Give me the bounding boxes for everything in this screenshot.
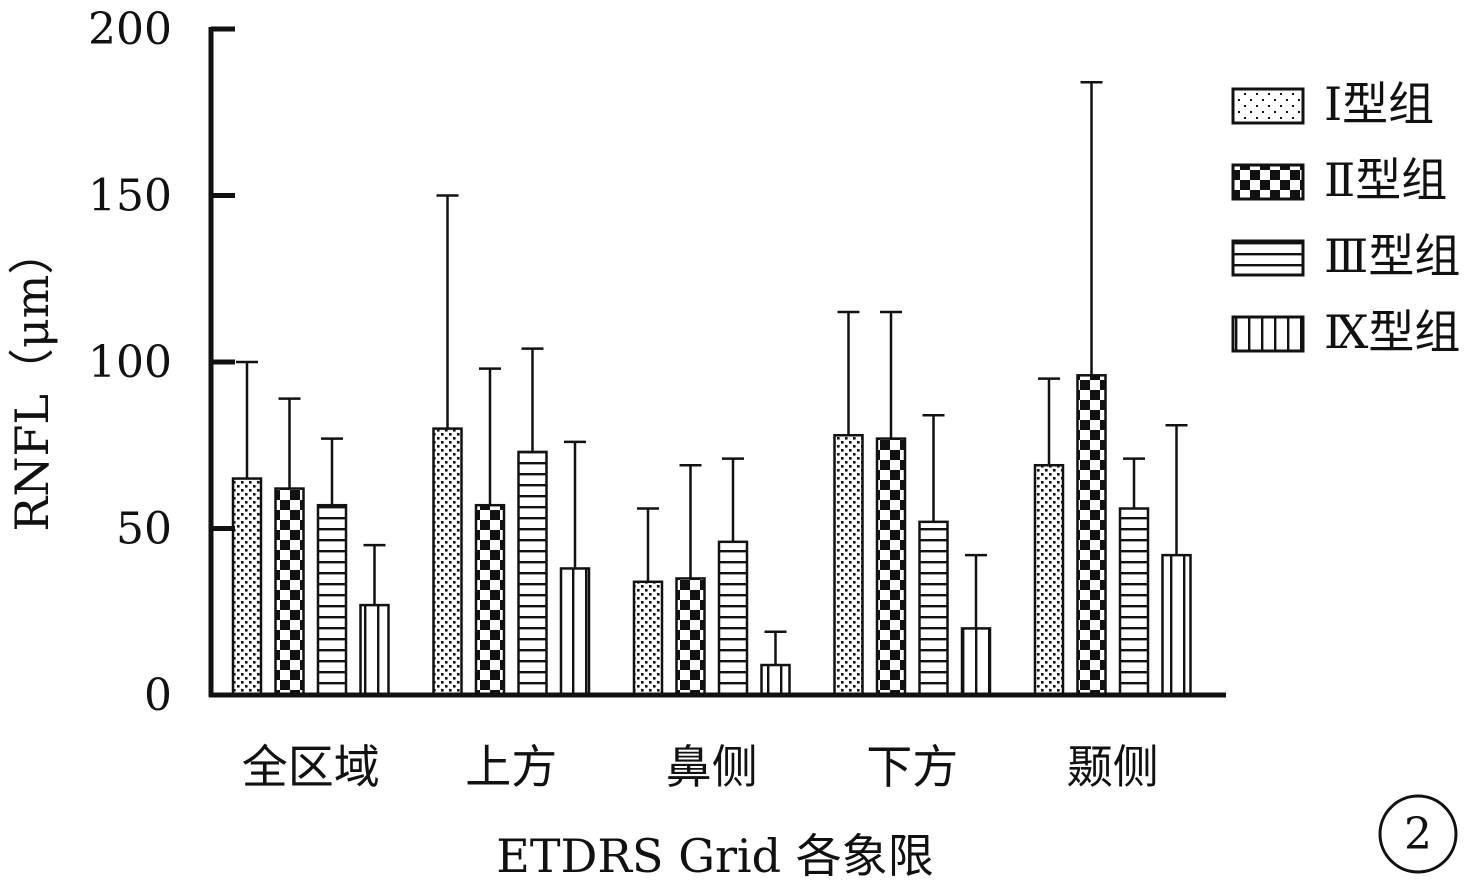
- bar-2-2: [717, 540, 749, 697]
- x-category-label-1: 上方: [465, 740, 557, 794]
- bar-3-2: [760, 663, 791, 697]
- y-axis-title: RNFL（μm）: [5, 229, 59, 532]
- bar-1-4: [1076, 374, 1107, 697]
- y-tick-label-4: 200: [88, 4, 172, 55]
- legend-swatch-1: [1231, 163, 1305, 201]
- bar-1-0: [274, 487, 305, 697]
- bar-3-1: [559, 567, 591, 697]
- bar-2-3: [918, 520, 949, 697]
- legend: Ⅰ型组 Ⅱ型组 Ⅲ型组 Ⅸ型组: [1231, 77, 1460, 359]
- bar-2-1: [517, 450, 548, 697]
- legend-swatch-3: [1231, 315, 1305, 353]
- y-tick-label-0: 0: [144, 670, 172, 721]
- panel-label-circle: [1378, 794, 1458, 874]
- bar-2-4: [1118, 507, 1150, 697]
- bar-0-0: [231, 477, 263, 697]
- legend-label-1: Ⅱ型组: [1324, 153, 1447, 207]
- bar-1-3: [875, 437, 907, 697]
- panel-label: 2: [1378, 794, 1458, 874]
- x-category-label-0: 全区域: [242, 740, 380, 794]
- bar-3-0: [359, 603, 390, 697]
- bar-3-4: [1161, 553, 1192, 697]
- legend-swatch-0: [1231, 87, 1305, 125]
- error-bars: [236, 81, 1188, 666]
- y-tick-label-1: 50: [116, 504, 172, 555]
- x-category-label-4: 颞侧: [1067, 740, 1159, 794]
- y-tick-label-3: 150: [88, 171, 172, 222]
- bar-0-1: [432, 427, 463, 697]
- x-category-label-3: 下方: [866, 740, 958, 794]
- panel-label-text: 2: [1404, 809, 1432, 860]
- bar-1-1: [474, 503, 506, 697]
- legend-label-3: Ⅸ型组: [1324, 305, 1460, 359]
- bar-0-4: [1033, 463, 1065, 697]
- bars: [231, 374, 1192, 697]
- legend-swatch-2: [1231, 239, 1305, 277]
- bar-1-2: [675, 577, 706, 697]
- legend-label-0: Ⅰ型组: [1324, 77, 1434, 131]
- axes: 0 50 100 150 200 全区域 上方 鼻侧 下方 颞侧: [88, 4, 1226, 794]
- legend-label-2: Ⅲ型组: [1324, 229, 1460, 283]
- bar-0-2: [632, 580, 664, 697]
- x-category-label-2: 鼻侧: [666, 740, 758, 794]
- bar-2-0: [316, 503, 348, 697]
- bar-0-3: [833, 434, 864, 697]
- x-axis-title: ETDRS Grid 各象限: [496, 829, 933, 883]
- y-tick-label-2: 100: [88, 337, 172, 388]
- bar-3-3: [960, 627, 992, 697]
